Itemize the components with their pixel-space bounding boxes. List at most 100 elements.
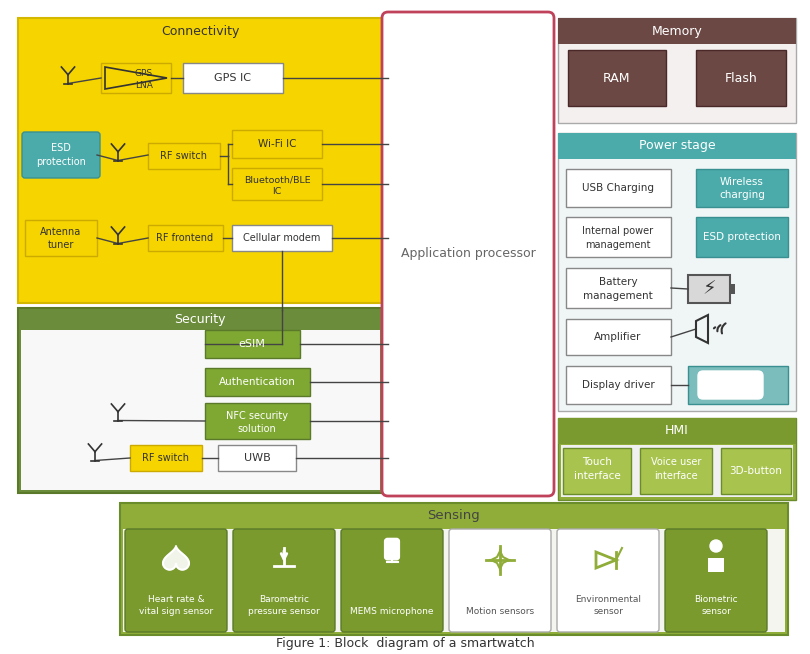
Text: interface: interface — [654, 471, 697, 481]
FancyBboxPatch shape — [698, 371, 763, 399]
Bar — [558, 418, 796, 500]
Text: NFC security: NFC security — [226, 411, 288, 421]
Bar — [183, 63, 283, 93]
Bar — [696, 50, 786, 106]
Text: Antenna: Antenna — [40, 227, 82, 237]
Text: RF switch: RF switch — [160, 151, 207, 161]
Bar — [205, 403, 310, 439]
Bar — [205, 330, 300, 358]
Bar — [558, 133, 796, 159]
FancyBboxPatch shape — [125, 529, 227, 632]
Text: interface: interface — [573, 471, 620, 481]
Text: Authentication: Authentication — [219, 377, 296, 387]
FancyBboxPatch shape — [382, 12, 554, 496]
Bar — [120, 503, 788, 635]
Text: RF frontend: RF frontend — [156, 233, 214, 243]
Bar — [25, 220, 97, 256]
Bar — [696, 169, 788, 207]
Bar — [568, 50, 666, 106]
Text: Wi-Fi IC: Wi-Fi IC — [258, 139, 296, 149]
Text: Wireless: Wireless — [720, 177, 764, 187]
Text: Connectivity: Connectivity — [161, 26, 239, 39]
Text: MEMS microphone: MEMS microphone — [350, 606, 433, 615]
Bar — [566, 169, 671, 207]
Bar — [708, 558, 724, 572]
Bar — [563, 448, 631, 494]
Text: solution: solution — [237, 424, 276, 434]
Text: pressure sensor: pressure sensor — [248, 606, 320, 615]
Text: management: management — [583, 291, 653, 301]
Text: protection: protection — [36, 157, 86, 167]
Circle shape — [710, 540, 722, 552]
Bar — [130, 445, 202, 471]
Bar — [566, 217, 671, 257]
Text: Display driver: Display driver — [582, 380, 654, 390]
Text: eSIM: eSIM — [239, 339, 266, 349]
Bar — [205, 368, 310, 396]
Bar — [696, 217, 788, 257]
Bar — [721, 448, 791, 494]
Bar — [123, 529, 785, 632]
Text: Application processor: Application processor — [401, 247, 535, 260]
Polygon shape — [163, 546, 189, 570]
FancyBboxPatch shape — [341, 529, 443, 632]
Text: Sensing: Sensing — [428, 509, 480, 523]
Text: Heart rate &: Heart rate & — [147, 594, 204, 604]
Text: management: management — [586, 240, 650, 250]
Text: Security: Security — [174, 313, 226, 326]
Bar — [21, 330, 380, 490]
Text: HMI: HMI — [665, 424, 688, 438]
Text: Environmental: Environmental — [575, 594, 641, 604]
Text: Cellular modem: Cellular modem — [243, 233, 321, 243]
Bar — [232, 130, 322, 158]
Bar — [101, 63, 171, 93]
Text: Biometric: Biometric — [694, 594, 738, 604]
FancyBboxPatch shape — [22, 132, 100, 178]
Text: Motion sensors: Motion sensors — [466, 606, 534, 615]
Text: ESD: ESD — [51, 143, 71, 153]
Text: Flash: Flash — [725, 71, 757, 84]
FancyBboxPatch shape — [665, 529, 767, 632]
Text: Touch: Touch — [582, 457, 612, 467]
Text: USB Charging: USB Charging — [582, 183, 654, 193]
Bar — [558, 418, 796, 444]
Text: IC: IC — [272, 188, 282, 196]
FancyBboxPatch shape — [557, 529, 659, 632]
Bar — [640, 448, 712, 494]
Bar — [558, 18, 796, 123]
Text: Figure 1: Block  diagram of a smartwatch: Figure 1: Block diagram of a smartwatch — [275, 636, 535, 649]
Text: Voice user: Voice user — [650, 457, 701, 467]
Bar — [688, 366, 788, 404]
FancyBboxPatch shape — [385, 538, 399, 560]
Text: Amplifier: Amplifier — [595, 332, 642, 342]
Text: tuner: tuner — [48, 240, 75, 250]
Bar — [566, 366, 671, 404]
Bar — [148, 143, 220, 169]
Bar — [688, 275, 730, 303]
Text: sensor: sensor — [701, 606, 731, 615]
Text: 3D-button: 3D-button — [730, 466, 782, 476]
Text: vital sign sensor: vital sign sensor — [139, 606, 213, 615]
Bar — [566, 268, 671, 308]
Text: Memory: Memory — [651, 24, 702, 37]
Bar — [558, 133, 796, 411]
Text: Barometric: Barometric — [259, 594, 309, 604]
Text: UWB: UWB — [244, 453, 271, 463]
Bar — [566, 319, 671, 355]
Text: Internal power: Internal power — [582, 226, 654, 236]
FancyBboxPatch shape — [449, 529, 551, 632]
Bar — [558, 18, 796, 44]
Text: Battery: Battery — [599, 277, 637, 287]
Bar — [561, 445, 793, 497]
Text: Display: Display — [718, 389, 758, 399]
Bar — [18, 18, 383, 303]
Bar — [218, 445, 296, 471]
Bar — [18, 308, 383, 493]
Bar — [232, 168, 322, 200]
Text: sensor: sensor — [593, 606, 623, 615]
Text: Bluetooth/BLE: Bluetooth/BLE — [244, 175, 310, 184]
Text: GPS: GPS — [135, 69, 153, 78]
Text: ⚡: ⚡ — [702, 279, 716, 298]
Bar — [730, 284, 735, 294]
Bar — [232, 225, 332, 251]
